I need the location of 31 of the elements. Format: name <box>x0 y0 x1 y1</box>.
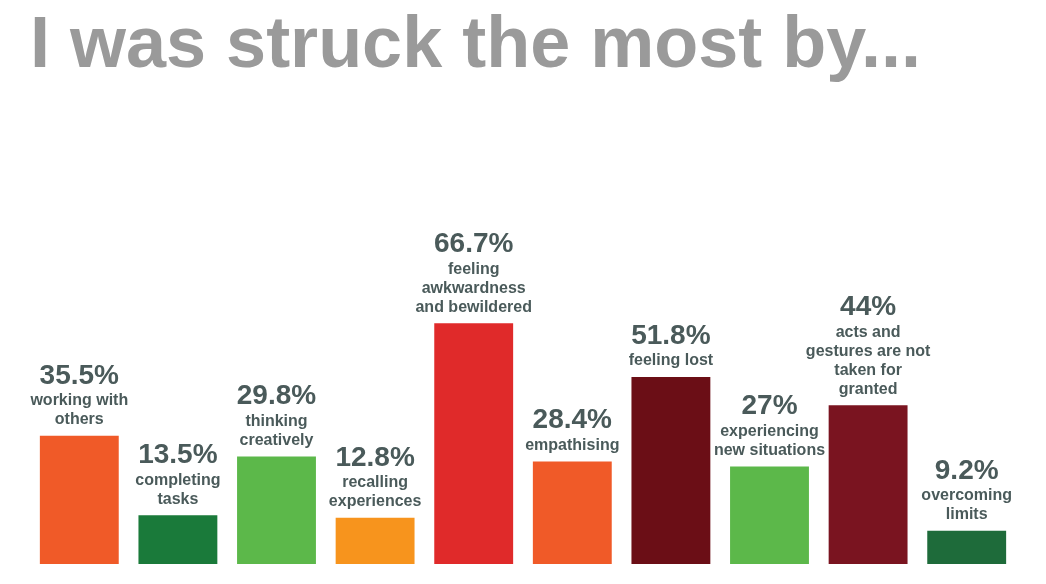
bar <box>631 376 711 564</box>
data-label: 27% <box>741 389 798 421</box>
data-label: 29.8% <box>236 379 317 411</box>
bar <box>335 517 415 564</box>
chart-title: I was struck the most by... <box>30 2 921 83</box>
x-tick-label: experiencing new situations <box>713 421 826 458</box>
data-label: 28.4% <box>532 403 613 435</box>
bar <box>434 323 514 564</box>
x-tick-label: working with others <box>29 391 129 428</box>
x-tick-label: overcoming limits <box>921 486 1013 523</box>
bar <box>39 435 119 564</box>
x-tick-label: feeling awkwardness and bewildered <box>415 259 532 315</box>
data-label: 35.5% <box>39 358 120 390</box>
data-label: 44% <box>840 289 897 321</box>
x-tick-label: thinking creatively <box>239 411 314 448</box>
bar <box>828 405 908 564</box>
data-label: 51.8% <box>631 318 711 350</box>
x-tick-label: feeling lost <box>628 351 714 369</box>
data-label: 12.8% <box>335 440 415 472</box>
bar <box>532 461 612 564</box>
data-label: 66.7% <box>434 226 514 258</box>
x-tick-label: empathising <box>525 435 620 453</box>
bar <box>237 456 316 564</box>
x-tick-label: recalling experiences <box>328 473 422 510</box>
x-tick-label: completing tasks <box>135 470 221 507</box>
data-label: 13.5% <box>138 437 218 469</box>
x-tick-label: acts and gestures are not taken for granted <box>805 322 932 397</box>
bar <box>927 530 1007 564</box>
data-label: 9.2% <box>934 453 999 485</box>
bar <box>138 515 218 564</box>
bar <box>730 466 809 564</box>
